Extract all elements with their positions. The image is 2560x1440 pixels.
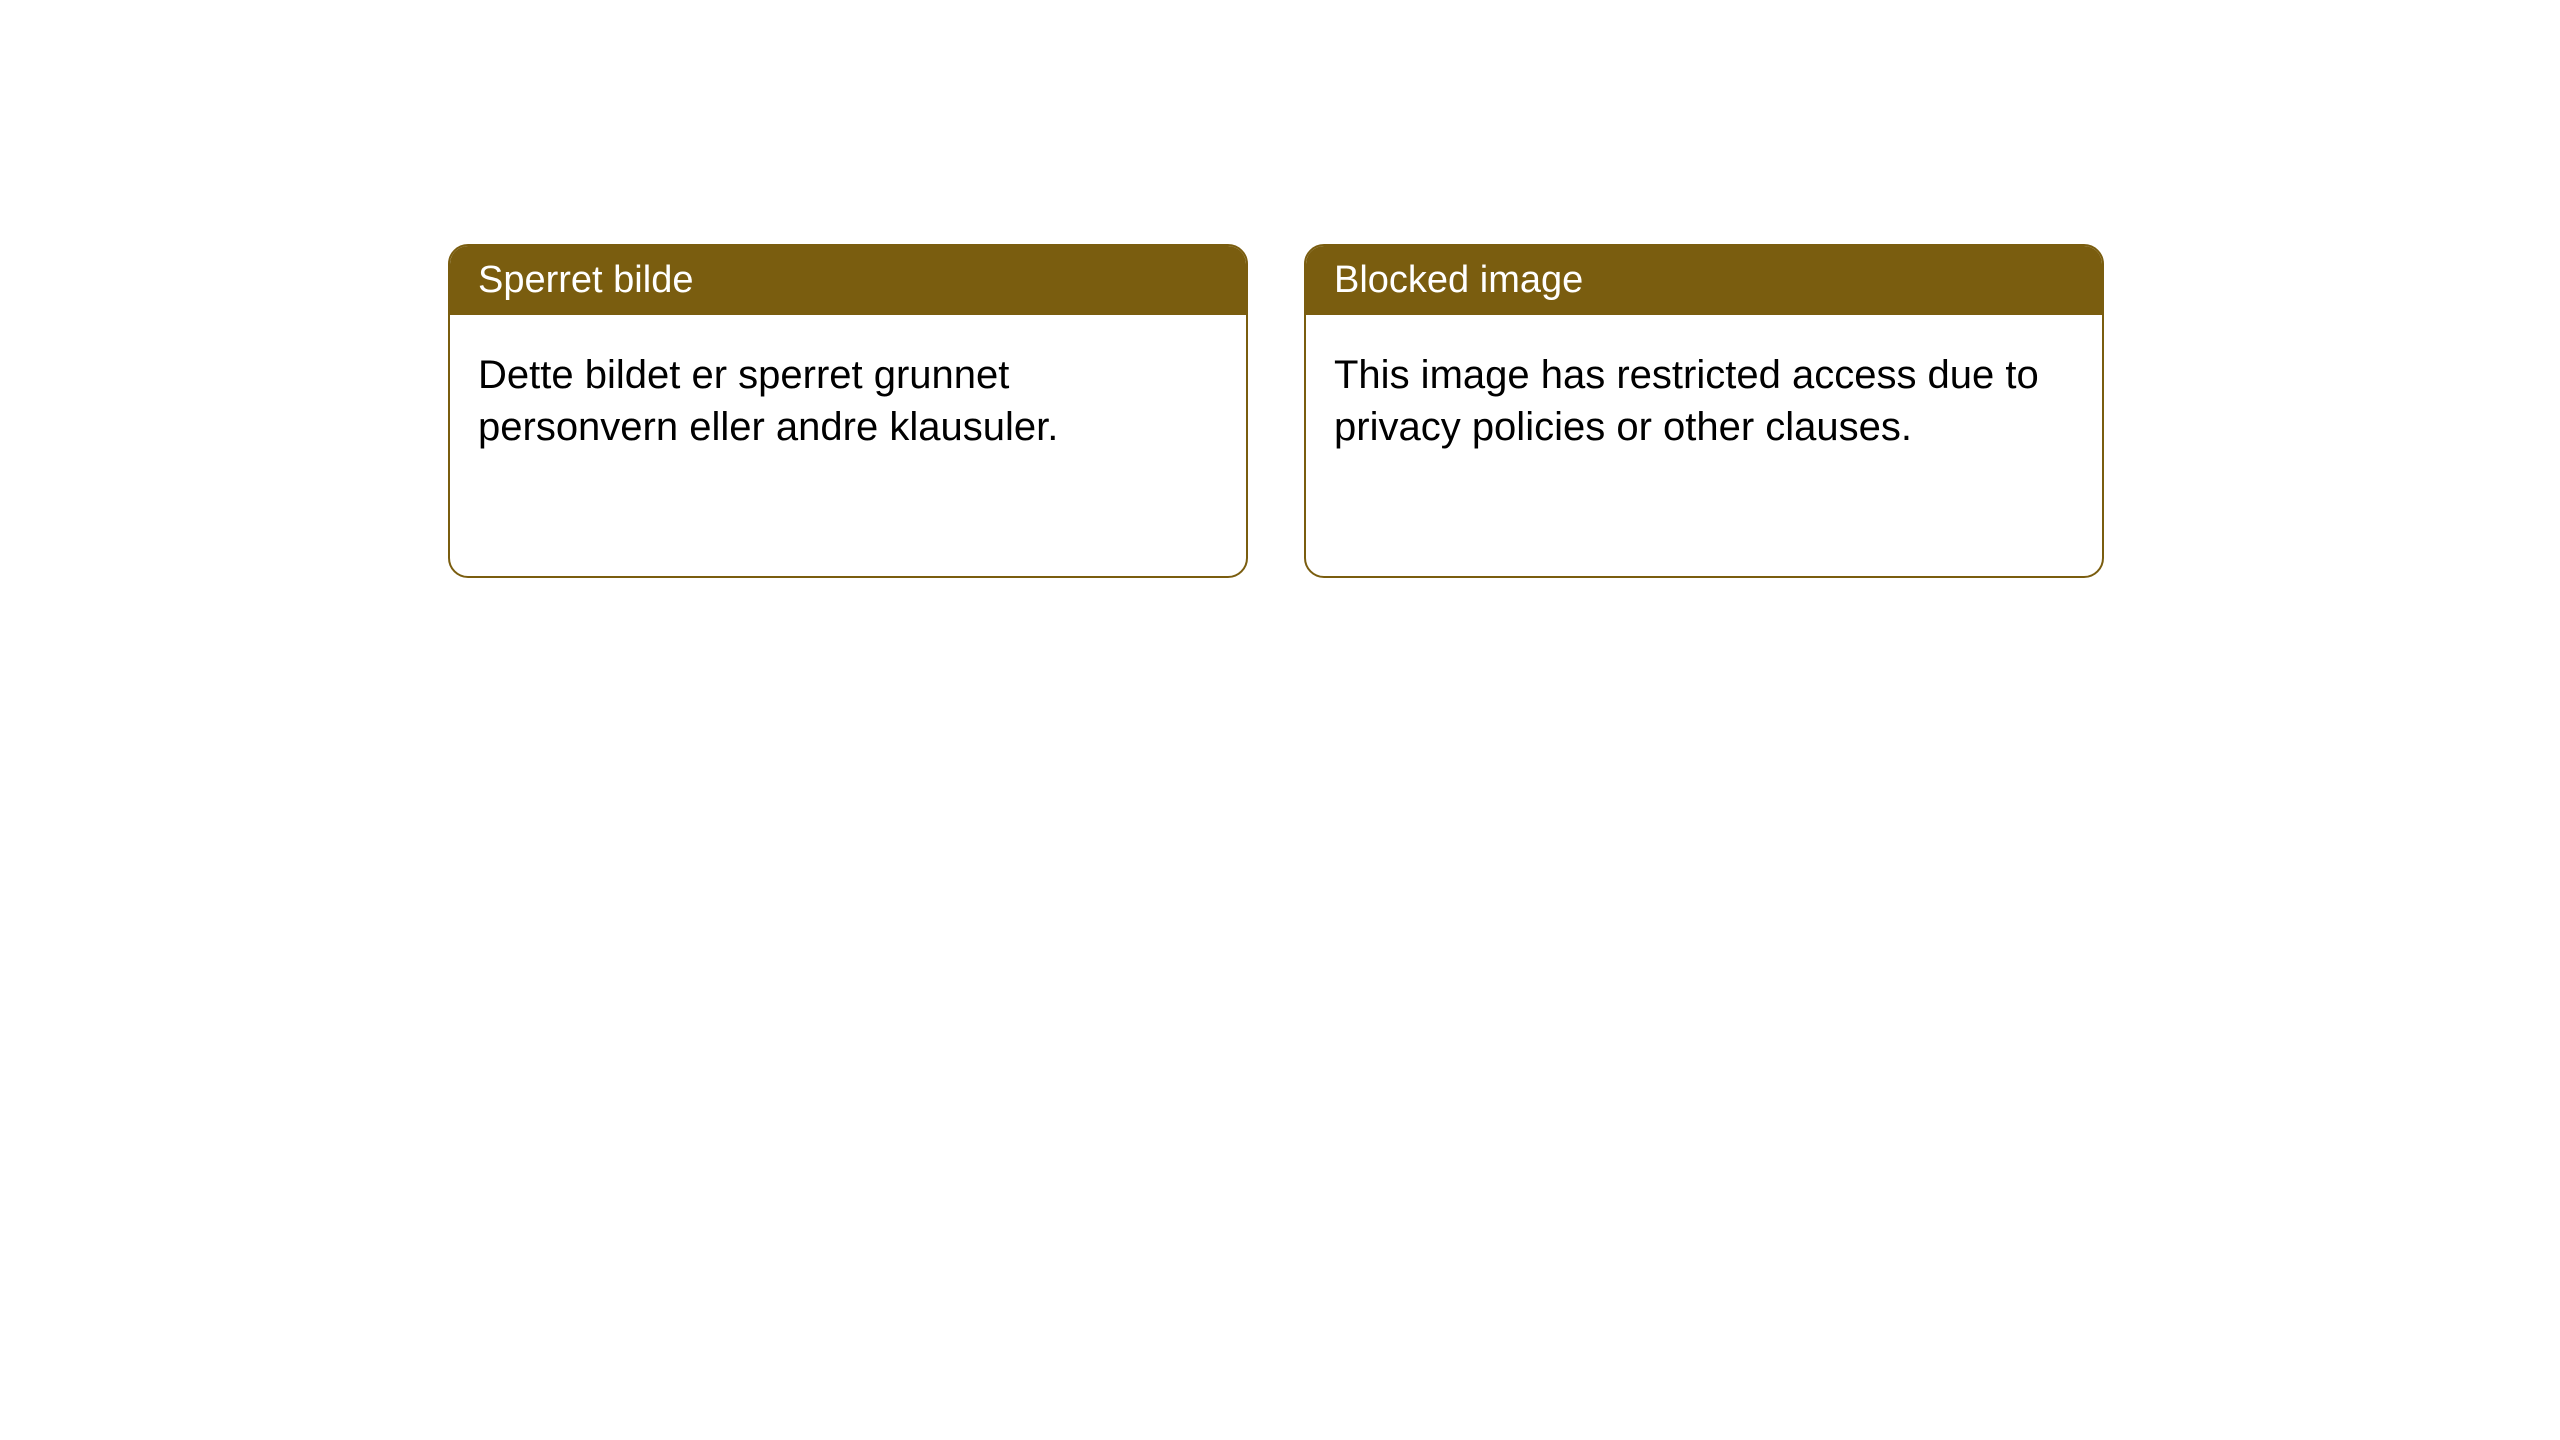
card-header: Sperret bilde (450, 246, 1246, 315)
card-body-text: Dette bildet er sperret grunnet personve… (478, 353, 1058, 449)
card-body-text: This image has restricted access due to … (1334, 353, 2039, 449)
card-title: Sperret bilde (478, 259, 693, 301)
card-title: Blocked image (1334, 259, 1583, 301)
notice-card-norwegian: Sperret bilde Dette bildet er sperret gr… (448, 244, 1248, 578)
card-body: This image has restricted access due to … (1306, 315, 2102, 487)
card-header: Blocked image (1306, 246, 2102, 315)
notice-cards-container: Sperret bilde Dette bildet er sperret gr… (0, 0, 2560, 578)
notice-card-english: Blocked image This image has restricted … (1304, 244, 2104, 578)
card-body: Dette bildet er sperret grunnet personve… (450, 315, 1246, 487)
